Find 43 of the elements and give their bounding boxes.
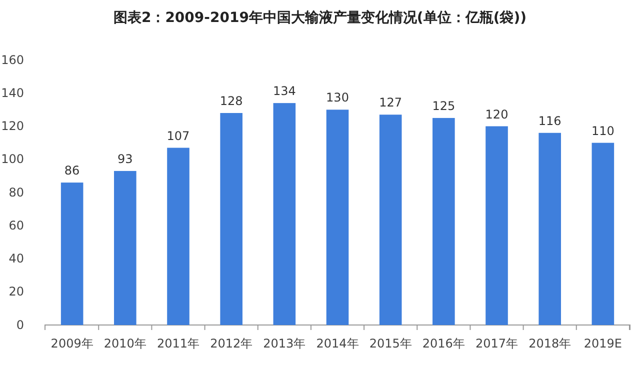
y-tick-label: 40 — [8, 252, 24, 266]
data-label: 110 — [591, 124, 614, 138]
bar — [486, 126, 508, 325]
bar — [379, 114, 402, 325]
bar — [114, 170, 136, 325]
bar — [432, 118, 455, 325]
data-label: 107 — [166, 128, 190, 143]
x-tick-label: 2013年 — [263, 336, 306, 350]
x-tick-label: 2017年 — [475, 336, 518, 350]
bar — [592, 142, 614, 325]
x-tick-label: 2012年 — [210, 336, 253, 350]
data-label: 86 — [64, 164, 80, 178]
bar — [167, 148, 190, 325]
x-tick-label: 2014年 — [316, 336, 359, 350]
x-tick-label: 2016年 — [422, 336, 465, 350]
data-label: 127 — [379, 96, 402, 110]
data-label: 120 — [485, 107, 508, 122]
data-label: 125 — [432, 98, 456, 113]
x-tick-label: 2015年 — [369, 336, 412, 350]
y-tick-label: 20 — [8, 284, 24, 299]
y-tick-label: 0 — [16, 318, 24, 332]
y-tick-label: 100 — [1, 152, 24, 166]
bar — [60, 182, 84, 325]
y-tick-label: 60 — [8, 218, 24, 232]
data-label: 93 — [118, 152, 133, 166]
bar — [273, 103, 296, 325]
data-label: 130 — [326, 90, 349, 105]
y-tick-label: 80 — [8, 185, 24, 200]
y-tick-label: 160 — [1, 52, 24, 67]
x-tick-label: 2010年 — [104, 336, 146, 350]
bar — [538, 132, 561, 325]
x-tick-label: 2019E — [584, 336, 622, 350]
x-tick-label: 2018年 — [528, 336, 572, 350]
data-label: 134 — [272, 84, 296, 98]
data-label: 128 — [220, 94, 243, 108]
x-tick-label: 2009年 — [50, 336, 94, 350]
y-tick-label: 120 — [1, 119, 24, 134]
x-tick-label: 2011年 — [156, 336, 200, 350]
bar — [220, 113, 242, 325]
chart-title: 图表2：2009-2019年中国大输液产量变化情况(单位：亿瓶(袋)) — [113, 9, 527, 26]
bar — [326, 110, 349, 325]
y-tick-label: 140 — [1, 86, 24, 100]
data-label: 116 — [538, 114, 562, 128]
